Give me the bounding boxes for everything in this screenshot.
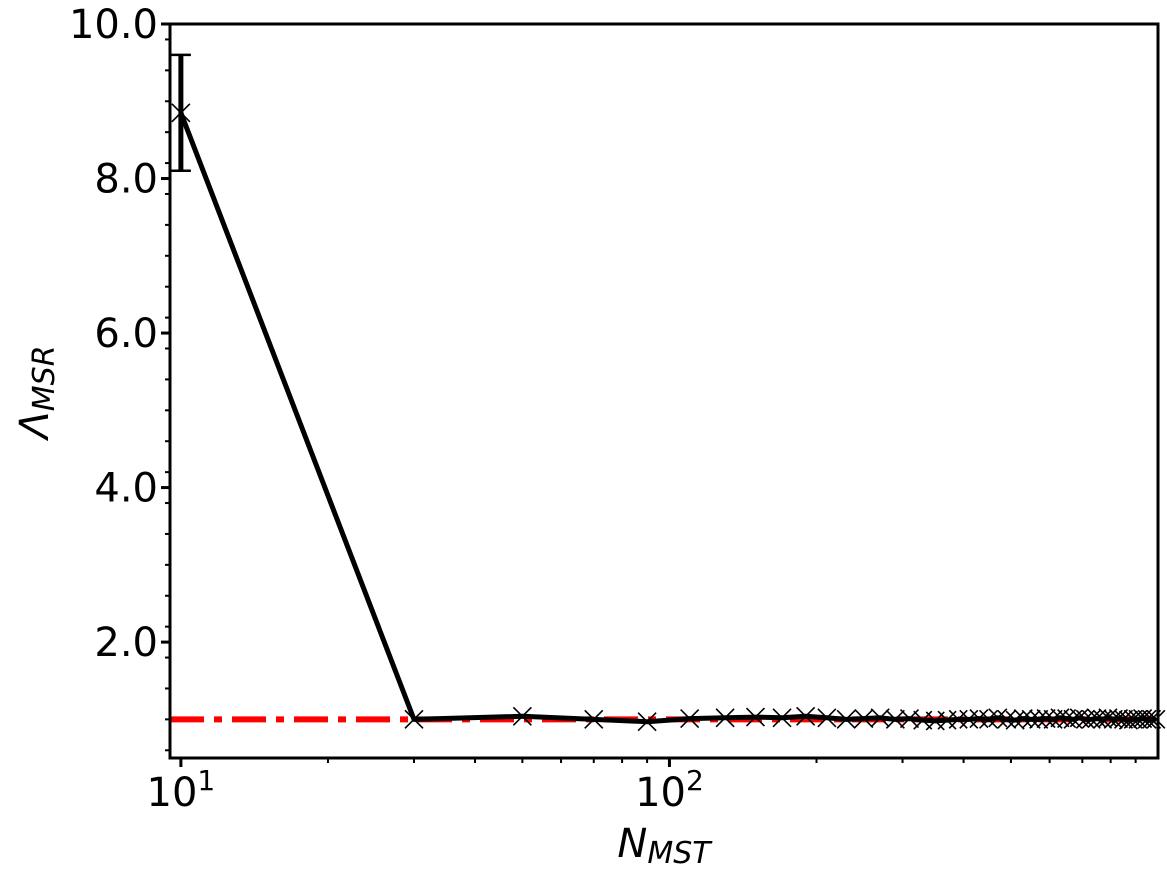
data-point	[1021, 709, 1041, 729]
data-point	[680, 709, 700, 729]
data-point	[404, 709, 424, 729]
x-axis-label: NMST	[617, 821, 713, 871]
data-point	[1036, 709, 1056, 729]
data-point	[817, 708, 837, 728]
data-point	[1069, 708, 1089, 728]
data-point	[988, 708, 1008, 728]
x-axis: 101 102	[147, 758, 1137, 816]
x-tick-label: 102	[635, 764, 704, 816]
data-point	[584, 709, 604, 729]
data-point	[836, 709, 856, 729]
data-point	[512, 706, 532, 726]
data-point	[1029, 709, 1049, 729]
data-point	[637, 712, 657, 732]
data-point	[796, 706, 816, 726]
data-point	[1005, 710, 1025, 730]
y-tick-label: 2.0	[94, 620, 158, 666]
data-point	[1113, 709, 1134, 729]
data-point	[1092, 709, 1113, 729]
plot-frame	[168, 22, 1160, 760]
data-point	[1123, 709, 1143, 729]
data-point	[948, 709, 968, 729]
data-point	[997, 709, 1017, 729]
data-point	[1137, 709, 1157, 729]
data-point	[1103, 709, 1123, 729]
data-point	[772, 708, 792, 728]
y-axis: 2.0 4.0 6.0 8.0 10.0	[69, 2, 170, 752]
y-axis-label: ΛMSR	[12, 345, 62, 441]
data-point	[1128, 709, 1148, 729]
y-tick-label: 6.0	[94, 311, 158, 357]
y-tick-label: 8.0	[94, 157, 158, 203]
data-point	[1146, 709, 1166, 729]
data-point	[979, 709, 999, 729]
data-point	[745, 707, 766, 727]
y-tick-label: 4.0	[94, 466, 158, 512]
data-point	[1013, 709, 1033, 729]
data-point	[885, 709, 905, 729]
data-point	[854, 709, 874, 729]
plot-area	[170, 53, 1166, 732]
data-point	[715, 708, 735, 728]
data-point	[870, 708, 890, 728]
data-point	[969, 709, 989, 729]
x-tick-label: 101	[147, 764, 216, 816]
error-bar	[170, 53, 191, 173]
series-line	[178, 112, 1156, 725]
y-tick-label: 10.0	[69, 2, 158, 48]
